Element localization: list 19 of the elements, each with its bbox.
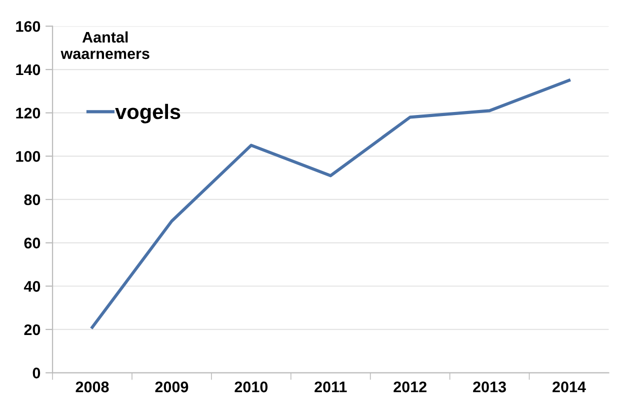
- x-tick-label: 2011: [314, 382, 347, 392]
- x-tick-label: 2012: [394, 382, 426, 392]
- y-tick-label: 40: [24, 281, 40, 292]
- x-tick-label: 2014: [552, 382, 586, 392]
- x-tick-label: 2009: [155, 382, 188, 392]
- y-tick-label: 20: [24, 324, 40, 336]
- y-tick-label: 160: [16, 21, 40, 32]
- legend-label: vogels: [115, 104, 180, 124]
- y-tick-label: 100: [16, 151, 40, 162]
- y-tick-label: 0: [32, 368, 40, 378]
- text: Aantal waarnemers: [60, 31, 150, 60]
- x-tick-label: 2013: [473, 382, 506, 392]
- x-tick-label: 2010: [234, 382, 268, 392]
- y-tick-label: 120: [16, 108, 40, 119]
- line-series: [90, 78, 571, 329]
- y-tick-label: 60: [24, 238, 40, 248]
- y-tick-label: 80: [24, 194, 40, 206]
- x-tick-label: 2008: [76, 382, 109, 392]
- y-tick-label: 140: [16, 64, 40, 76]
